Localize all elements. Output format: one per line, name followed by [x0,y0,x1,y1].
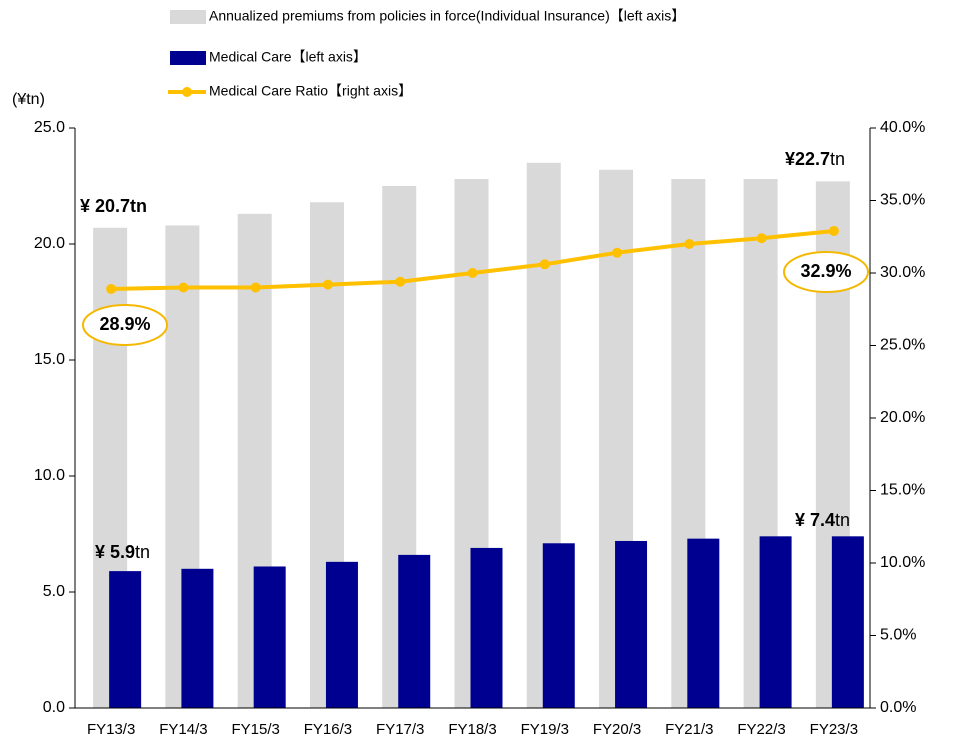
x-tick-label: FY16/3 [304,721,352,738]
annotation-ellipse [82,304,168,346]
bar [542,543,575,708]
x-tick-label: FY15/3 [231,721,279,738]
marker [467,268,478,278]
annotation-text: ¥ 7.4 [795,510,835,530]
bar [398,554,431,708]
y-unit: (¥tn) [12,91,45,108]
x-tick-label: FY14/3 [159,721,207,738]
annotation-ellipse [783,251,869,293]
marker [684,239,695,249]
x-tick-label: FY21/3 [665,721,713,738]
y-tick-label: 20.0 [34,235,65,252]
annotation-text: ¥ 20.7tn [80,196,147,216]
y-tick-label: 10.0 [34,467,65,484]
y2-tick-label: 15.0% [880,482,925,499]
annotation: 28.9% [99,314,150,334]
x-tick-label: FY22/3 [737,721,785,738]
marker [106,283,117,294]
annotation-text: ¥22.7 [785,149,830,169]
y2-tick-label: 0.0% [880,699,916,716]
y2-tick-label: 25.0% [880,337,925,354]
x-tick-label: FY19/3 [521,721,569,738]
annotation-text: ¥ 5.9 [95,542,135,562]
bar [759,536,792,708]
legend-label: Medical Care【left axis】 [209,49,367,65]
bar [831,536,864,708]
y-tick-label: 15.0 [34,351,65,368]
y2-tick-label: 5.0% [880,627,916,644]
annotation-suffix: tn [830,149,845,169]
legend-label: Medical Care Ratio【right axis】 [209,83,412,99]
legend-marker [182,87,192,97]
marker [322,279,333,290]
y2-tick-label: 20.0% [880,409,925,426]
y-tick-label: 5.0 [43,583,65,600]
marker [612,247,623,258]
annotation: ¥ 5.9tn [95,542,150,562]
x-tick-label: FY17/3 [376,721,424,738]
y-tick-label: 25.0 [34,119,65,136]
annotation: ¥ 20.7tn [80,196,147,216]
marker [250,282,261,293]
bar [109,571,142,708]
bar [181,568,214,708]
bar [687,538,720,708]
y2-tick-label: 10.0% [880,554,925,571]
y2-tick-label: 35.0% [880,192,925,209]
annotation: ¥22.7tn [785,149,845,169]
y2-tick-label: 30.0% [880,264,925,281]
annotation: 32.9% [800,261,851,281]
bar [470,547,503,708]
legend-label: Annualized premiums from policies in for… [209,8,685,24]
x-tick-label: FY20/3 [593,721,641,738]
bar [615,540,648,708]
x-tick-label: FY18/3 [448,721,496,738]
y2-tick-label: 40.0% [880,119,925,136]
annotation: ¥ 7.4tn [795,510,850,530]
bar [325,561,358,708]
legend-swatch [170,51,206,65]
x-tick-label: FY23/3 [810,721,858,738]
marker [539,259,550,270]
legend-swatch [170,10,206,24]
bar [253,566,286,708]
annotation-suffix: tn [835,510,850,530]
marker [828,225,839,236]
marker [395,276,406,287]
annotation-suffix: tn [135,542,150,562]
annotation-text: 32.9% [800,261,851,281]
x-tick-label: FY13/3 [87,721,135,738]
marker [756,233,767,244]
marker [178,282,189,293]
y-tick-label: 0.0 [43,699,65,716]
annotation-text: 28.9% [99,314,150,334]
